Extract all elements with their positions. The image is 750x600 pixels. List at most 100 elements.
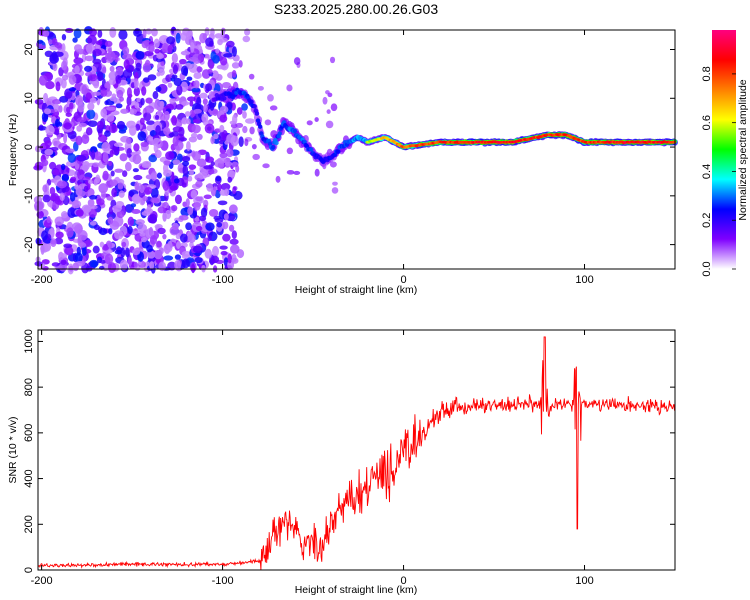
noise-blob: [230, 135, 239, 147]
ridge-core: [672, 140, 677, 144]
snr-xlabel: Height of straight line (km): [295, 584, 418, 596]
noise-blob: [146, 204, 152, 213]
noise-blob: [185, 118, 191, 125]
noise-blob: [188, 56, 199, 62]
noise-blob: [98, 183, 109, 194]
noise-blob: [192, 245, 203, 254]
noise-blob: [63, 132, 68, 144]
noise-blob: [58, 105, 63, 113]
noise-blob: [49, 161, 57, 170]
noise-blob: [118, 29, 128, 40]
colorbar: 0.0 0.2 0.4 0.6 0.8 Normalized spectral ampl…: [701, 30, 749, 277]
noise-blob: [135, 123, 141, 131]
noise-blob: [69, 102, 74, 110]
noise-blob: [219, 152, 228, 159]
colorbar-tick-label: 0.6: [701, 115, 713, 130]
noise-blob: [228, 170, 236, 178]
noise-blob: [78, 122, 87, 128]
noise-blob: [293, 57, 301, 66]
noise-blob: [108, 228, 113, 235]
snr-xtick-label: -200: [31, 575, 53, 587]
noise-blob: [148, 43, 155, 53]
noise-blob: [122, 53, 133, 60]
noise-blob: [61, 173, 70, 181]
noise-blob: [141, 210, 151, 216]
noise-blob: [314, 168, 320, 177]
noise-blob: [220, 182, 231, 191]
spectrogram-xtick-label: -200: [31, 274, 53, 286]
noise-blob: [132, 154, 142, 165]
noise-blob: [175, 32, 181, 44]
noise-blob: [147, 250, 156, 259]
noise-blob: [230, 244, 240, 254]
noise-blob: [231, 46, 237, 57]
noise-blob: [126, 137, 132, 145]
noise-blob: [219, 245, 228, 250]
noise-blob: [65, 112, 72, 117]
noise-blob: [81, 247, 87, 256]
noise-blob: [187, 175, 193, 182]
noise-blob: [104, 130, 111, 137]
noise-blob: [184, 148, 193, 154]
noise-blob: [203, 194, 212, 200]
noise-blob: [92, 48, 102, 57]
noise-blob: [193, 80, 200, 89]
noise-blob: [41, 159, 49, 167]
noise-blob: [77, 230, 88, 241]
noise-blob: [216, 222, 223, 228]
noise-blob: [196, 66, 203, 73]
noise-blob: [53, 140, 58, 146]
noise-blob: [185, 198, 190, 208]
noise-blob: [114, 168, 124, 173]
noise-blob: [96, 71, 104, 82]
noise-blob: [119, 96, 124, 102]
noise-blob: [54, 42, 63, 49]
noise-blob: [54, 237, 64, 245]
noise-blob: [181, 101, 190, 106]
noise-blob: [286, 147, 294, 155]
noise-blob: [120, 247, 126, 258]
noise-blob: [83, 164, 89, 173]
ridge-mid: [271, 144, 276, 150]
noise-blob: [133, 78, 139, 89]
noise-blob: [99, 259, 106, 264]
noise-blob: [213, 133, 219, 140]
noise-blob: [158, 261, 167, 272]
noise-blob: [219, 56, 228, 66]
noise-blob: [106, 50, 116, 62]
noise-blob: [89, 259, 99, 268]
noise-blob: [104, 253, 114, 265]
noise-blob: [219, 124, 225, 133]
noise-blob: [44, 148, 54, 156]
noise-blob: [140, 141, 149, 148]
noise-blob: [153, 137, 161, 143]
snr-ytick-label: 200: [23, 515, 35, 533]
noise-blob: [135, 62, 142, 71]
noise-blob: [205, 156, 215, 163]
noise-blob: [191, 124, 201, 134]
noise-blob: [90, 205, 98, 210]
noise-blob: [140, 236, 148, 243]
noise-blob: [154, 149, 162, 159]
noise-blob: [141, 86, 147, 96]
noise-blob: [92, 245, 100, 254]
noise-blob: [199, 215, 207, 222]
noise-blob: [219, 37, 228, 43]
noise-blob: [45, 80, 55, 90]
noise-blob: [210, 255, 220, 264]
noise-blob: [169, 97, 176, 104]
noise-blob: [55, 231, 64, 239]
noise-blob: [236, 107, 243, 115]
noise-blob: [329, 161, 337, 168]
noise-blob: [179, 233, 188, 243]
noise-blob: [224, 188, 230, 197]
noise-blob: [75, 209, 84, 217]
noise-blob: [152, 91, 159, 100]
noise-blob: [107, 262, 117, 273]
noise-blob: [169, 185, 178, 191]
noise-blob: [160, 61, 165, 67]
noise-blob: [226, 40, 235, 48]
noise-blob: [106, 195, 114, 201]
noise-blob: [75, 260, 86, 267]
noise-blob: [191, 263, 196, 274]
